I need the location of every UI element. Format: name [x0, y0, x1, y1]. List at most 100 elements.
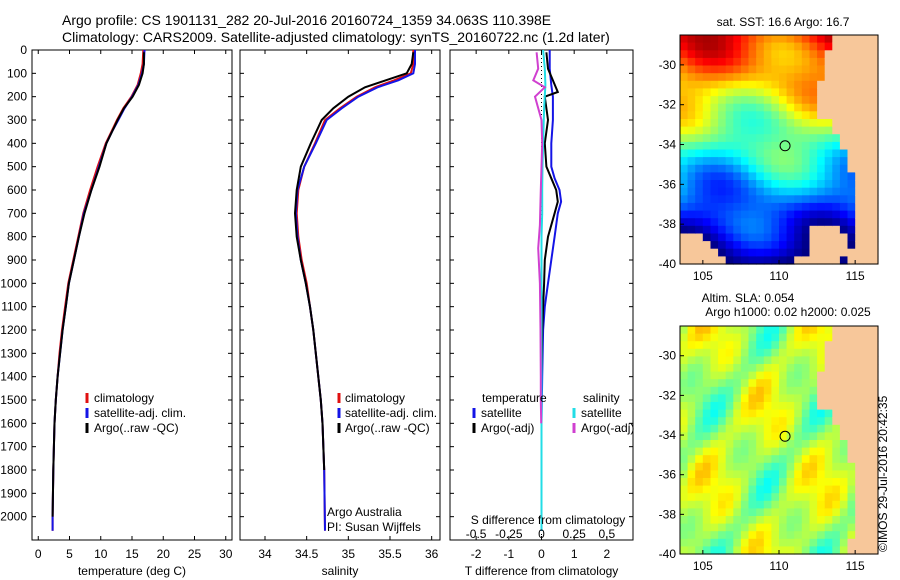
map-cell — [740, 241, 750, 250]
map-cell — [809, 333, 818, 342]
map-cell — [862, 233, 871, 242]
map-cell — [718, 195, 727, 204]
map-cell — [824, 164, 833, 173]
map-cell — [718, 447, 727, 456]
map-cell — [771, 500, 780, 509]
map-cell — [687, 417, 696, 426]
map-cell — [779, 134, 788, 143]
map-cell — [809, 371, 818, 380]
map-cell — [695, 478, 704, 487]
map-cell — [794, 379, 803, 388]
map-cell — [809, 157, 818, 166]
map-cell — [748, 73, 757, 82]
map-cell — [839, 493, 849, 502]
map-cell — [748, 50, 757, 59]
map-cell — [779, 73, 788, 82]
map-cell — [824, 50, 833, 59]
map-cell — [756, 57, 765, 67]
map-cell — [817, 417, 826, 426]
map-cell — [817, 126, 826, 135]
map-cell — [786, 103, 795, 112]
map-cell — [756, 35, 765, 44]
map-cell — [786, 256, 795, 265]
map-cell — [725, 364, 734, 373]
map-cell — [702, 440, 711, 449]
map-cell — [847, 103, 856, 112]
map-cell — [801, 485, 810, 494]
map-cell — [710, 364, 719, 373]
map-cell — [680, 470, 689, 479]
map-cell — [779, 35, 788, 44]
map-cell — [832, 440, 841, 449]
map-cell — [763, 333, 772, 342]
map-cell — [870, 57, 879, 67]
map-cell — [779, 326, 788, 335]
map-cell — [710, 111, 719, 120]
y-tick-label: 2000 — [0, 510, 27, 524]
map-cell — [786, 233, 795, 242]
map-cell — [809, 111, 818, 120]
map-cell — [695, 409, 704, 418]
map-cell — [718, 210, 727, 219]
map-cell — [687, 210, 696, 219]
map-cell — [687, 356, 696, 365]
map-cell — [839, 348, 849, 357]
map-cell — [687, 470, 696, 479]
map-cell — [794, 233, 803, 242]
map-cell — [680, 538, 689, 547]
map-cell — [771, 241, 780, 250]
map-cell — [801, 386, 810, 395]
map-cell — [702, 455, 711, 464]
map-cell — [687, 103, 696, 112]
map-cell — [695, 210, 704, 219]
map-cell — [702, 341, 711, 350]
map-cell — [771, 225, 780, 234]
map-cell — [862, 164, 871, 173]
map-cell — [824, 218, 833, 227]
map-cell — [847, 225, 856, 234]
map-cell — [817, 141, 826, 151]
map-cell — [855, 149, 864, 158]
map-cell — [756, 455, 765, 464]
map-cell — [786, 80, 795, 89]
map-cell — [817, 508, 826, 517]
map-cell — [718, 225, 727, 234]
map-cell — [839, 341, 849, 350]
map-cell — [847, 241, 856, 250]
map-cell — [832, 96, 841, 105]
map-cell — [779, 57, 788, 67]
map-cell — [824, 348, 833, 357]
map-cell — [756, 440, 765, 449]
map-cell — [710, 119, 719, 128]
x-tick-label: 110 — [769, 559, 788, 573]
map-cell — [779, 65, 788, 74]
map-cell — [680, 96, 689, 105]
map-cell — [809, 417, 818, 426]
map-cell — [824, 523, 833, 532]
map-cell — [801, 409, 810, 418]
map-cell — [862, 546, 871, 555]
map-cell — [786, 379, 795, 388]
map-cell — [839, 379, 849, 388]
map-cell — [771, 88, 780, 97]
map-cell — [801, 218, 810, 227]
map-cell — [748, 195, 757, 204]
map-cell — [839, 225, 849, 234]
map-cell — [839, 356, 849, 365]
map-cell — [839, 180, 849, 189]
map-cell — [740, 470, 750, 479]
map-cell — [832, 424, 841, 433]
x-axis-label: salinity — [322, 564, 359, 578]
map-cell — [779, 538, 788, 547]
map-cell — [771, 538, 780, 547]
map-cell — [748, 65, 757, 74]
map-cell — [702, 149, 711, 158]
map-cell — [756, 50, 765, 59]
map-cell — [824, 333, 833, 342]
map-cell — [862, 73, 871, 82]
map-cell — [718, 73, 727, 82]
map-cell — [801, 478, 810, 487]
map-cell — [733, 96, 742, 105]
map-cell — [748, 126, 757, 135]
map-cell — [847, 356, 856, 365]
